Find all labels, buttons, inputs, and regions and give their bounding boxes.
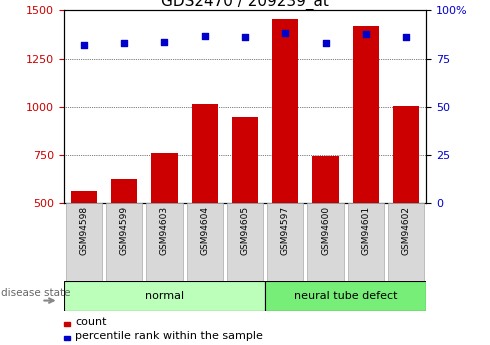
Bar: [393, 106, 419, 203]
Point: [362, 32, 370, 37]
Bar: [64, 323, 70, 326]
Text: GSM94603: GSM94603: [160, 206, 169, 255]
Point: [201, 33, 209, 39]
Bar: [192, 104, 218, 203]
FancyBboxPatch shape: [187, 203, 223, 281]
FancyBboxPatch shape: [348, 203, 384, 281]
Title: GDS2470 / 209239_at: GDS2470 / 209239_at: [161, 0, 329, 10]
Bar: [353, 26, 379, 203]
FancyBboxPatch shape: [227, 203, 263, 281]
Bar: [272, 19, 298, 203]
Point: [80, 42, 88, 48]
FancyBboxPatch shape: [106, 203, 142, 281]
Text: GSM94604: GSM94604: [200, 206, 209, 255]
FancyBboxPatch shape: [66, 203, 102, 281]
Point: [161, 39, 169, 45]
FancyBboxPatch shape: [307, 203, 343, 281]
Text: GSM94602: GSM94602: [402, 206, 411, 255]
Text: disease state: disease state: [1, 288, 71, 297]
FancyBboxPatch shape: [265, 282, 426, 310]
Bar: [151, 153, 177, 203]
Text: neural tube defect: neural tube defect: [294, 291, 397, 301]
Text: GSM94599: GSM94599: [120, 206, 129, 255]
Text: count: count: [75, 317, 107, 327]
Bar: [111, 179, 137, 203]
FancyBboxPatch shape: [267, 203, 303, 281]
Point: [241, 34, 249, 40]
Point: [281, 31, 289, 36]
Text: GSM94600: GSM94600: [321, 206, 330, 255]
Text: GSM94598: GSM94598: [79, 206, 88, 255]
Text: normal: normal: [145, 291, 184, 301]
Point: [120, 40, 128, 46]
Point: [402, 34, 410, 40]
FancyBboxPatch shape: [64, 282, 265, 310]
FancyBboxPatch shape: [147, 203, 183, 281]
FancyBboxPatch shape: [388, 203, 424, 281]
Text: GSM94597: GSM94597: [281, 206, 290, 255]
Point: [321, 40, 329, 46]
Text: percentile rank within the sample: percentile rank within the sample: [75, 332, 263, 342]
Text: GSM94601: GSM94601: [361, 206, 370, 255]
Text: GSM94605: GSM94605: [241, 206, 249, 255]
Bar: [232, 117, 258, 203]
Bar: [313, 156, 339, 203]
Bar: [71, 191, 97, 203]
Bar: [64, 336, 70, 340]
